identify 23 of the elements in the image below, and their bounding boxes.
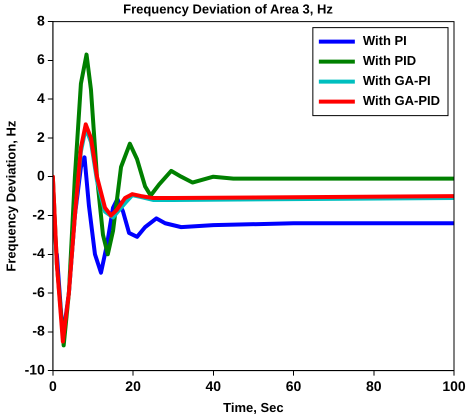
y-tick-label: -6: [32, 284, 46, 300]
y-tick-label: 4: [37, 90, 46, 106]
x-tick-label: 100: [442, 378, 466, 394]
y-tick-label: 0: [37, 168, 46, 184]
y-tick-label: 6: [37, 51, 46, 68]
y-tick-label: 2: [37, 128, 46, 145]
chart-title: Frequency Deviation of Area 3, Hz: [123, 1, 334, 16]
legend-label: With PID: [362, 53, 416, 68]
y-tick-label: -4: [32, 245, 46, 262]
x-tick-label: 60: [286, 378, 302, 394]
x-tick-label: 80: [366, 378, 382, 394]
y-tick-label: -10: [24, 361, 46, 378]
y-axis-title: Frequency Deviation, Hz: [3, 120, 18, 272]
legend-label: With PI: [362, 33, 407, 48]
legend-label: With GA-PI: [362, 73, 431, 88]
y-tick-label: -8: [32, 322, 46, 339]
x-tick-label: 40: [206, 378, 222, 394]
legend-label: With GA-PID: [362, 93, 440, 108]
y-tick-label: 8: [37, 12, 46, 28]
x-tick-label: 20: [125, 378, 142, 394]
x-axis-title: Time, Sec: [223, 400, 284, 415]
y-tick-label: -2: [32, 206, 46, 222]
x-tick-label: 0: [48, 378, 57, 394]
